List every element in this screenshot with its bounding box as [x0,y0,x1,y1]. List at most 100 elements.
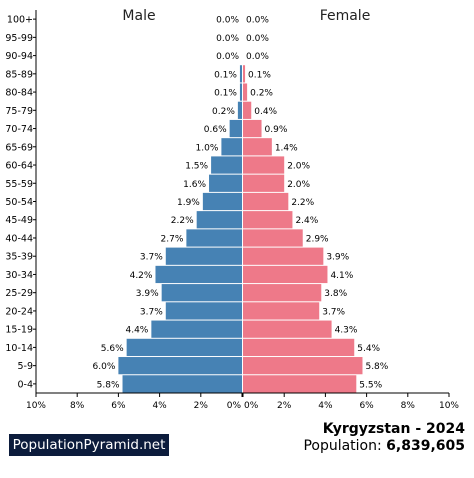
x-tick-label: 2% [194,401,209,411]
axes: 10% 8% 6% 4% 2% 0% 0% 2% 4% 6% 8% 10% [26,10,459,411]
female-bar [243,229,303,247]
female-bar [243,192,289,211]
age-label: 10-14 [5,343,33,354]
female-value-label: 0.4% [254,107,277,117]
population-label: Population: [303,438,387,454]
male-value-label: 3.9% [136,289,159,299]
female-bar [243,101,252,119]
male-bar [196,211,242,229]
female-value-label: 2.9% [306,234,329,244]
male-value-label: 1.0% [196,143,219,153]
x-tick-label: 10% [26,401,46,411]
female-value-label: 0.2% [250,89,273,99]
female-value-label: 0.0% [246,52,269,62]
female-value-label: 4.3% [335,326,358,336]
male-value-label: 0.0% [216,34,239,44]
age-label: 25-29 [5,288,33,299]
female-value-label: 5.5% [359,380,382,390]
male-value-label: 5.6% [101,344,124,354]
male-bar [165,302,242,320]
female-bar [243,357,363,375]
population-value: 6,839,605 [386,438,465,454]
female-bar [243,119,262,138]
male-value-label: 4.2% [130,271,153,281]
male-value-label: 0.0% [216,16,239,26]
male-value-label: 6.0% [93,362,116,372]
female-bar [243,284,322,302]
x-tick-label: 0% [227,401,242,411]
age-label: 30-34 [5,270,33,281]
female-bar [243,302,320,320]
male-value-label: 4.4% [125,326,148,336]
female-header: Female [320,8,371,24]
female-value-label: 2.4% [295,216,318,226]
male-value-label: 5.8% [97,380,120,390]
country-year: Kyrgyzstan - 2024 [322,421,465,437]
age-label: 90-94 [5,51,33,62]
male-value-label: 0.6% [204,125,227,135]
male-value-label: 2.7% [161,234,184,244]
male-bar [237,101,242,119]
female-bar [243,174,285,192]
x-tick-label: 2% [277,401,292,411]
female-value-label: 2.0% [287,162,310,172]
male-bar [155,265,242,284]
female-bar [243,265,328,284]
male-bar [118,357,242,375]
male-bar [122,375,242,393]
male-bar [221,138,242,156]
male-bar [209,174,242,192]
age-label: 20-24 [5,306,33,317]
male-bar [239,83,242,101]
age-label: 60-64 [5,161,33,172]
x-tick-label: 0% [244,401,259,411]
female-value-label: 0.1% [248,70,271,80]
age-label: 5-9 [17,361,33,372]
x-tick-label: 6% [359,401,374,411]
male-value-label: 0.1% [214,70,237,80]
female-value-label: 1.4% [275,143,298,153]
male-bar [126,338,242,357]
female-value-label: 5.4% [357,344,380,354]
age-label: 95-99 [5,33,33,44]
x-tick-label: 8% [401,401,416,411]
age-label: 75-79 [5,106,33,117]
age-label: 15-19 [5,325,33,336]
x-tick-label: 4% [318,401,333,411]
male-value-label: 0.2% [212,107,235,117]
age-label: 100+ [7,15,33,26]
male-value-label: 1.9% [177,198,200,208]
age-label: 45-49 [5,215,33,226]
male-bar [229,119,242,138]
male-bar [151,320,242,338]
female-bar [243,320,332,338]
male-bar [161,284,242,302]
brand-badge[interactable]: PopulationPyramid.net [9,434,169,456]
male-value-label: 1.5% [185,162,208,172]
female-value-label: 0.0% [246,34,269,44]
male-value-label: 0.0% [216,52,239,62]
female-value-label: 4.1% [330,271,353,281]
female-value-label: 3.7% [322,307,345,317]
age-label: 85-89 [5,69,33,80]
age-label: 70-74 [5,124,33,135]
female-bar [243,83,248,101]
female-value-label: 3.9% [326,253,349,263]
x-tick-label: 8% [70,401,85,411]
age-label: 80-84 [5,88,33,99]
bars [118,65,363,393]
female-bar [243,156,285,174]
male-value-label: 1.6% [183,180,206,190]
female-bar [243,65,246,83]
female-bar [243,338,355,357]
age-label: 65-69 [5,142,33,153]
female-value-label: 3.8% [324,289,347,299]
male-bar [202,192,242,211]
x-tick-label: 4% [152,401,167,411]
age-label: 50-54 [5,197,33,208]
male-value-label: 2.2% [171,216,194,226]
age-labels: 100+ 95-99 90-94 85-89 80-84 75-79 70-74 65-69 6… [5,15,33,391]
male-bar [239,65,242,83]
male-bar [186,229,242,247]
age-label: 55-59 [5,179,33,190]
